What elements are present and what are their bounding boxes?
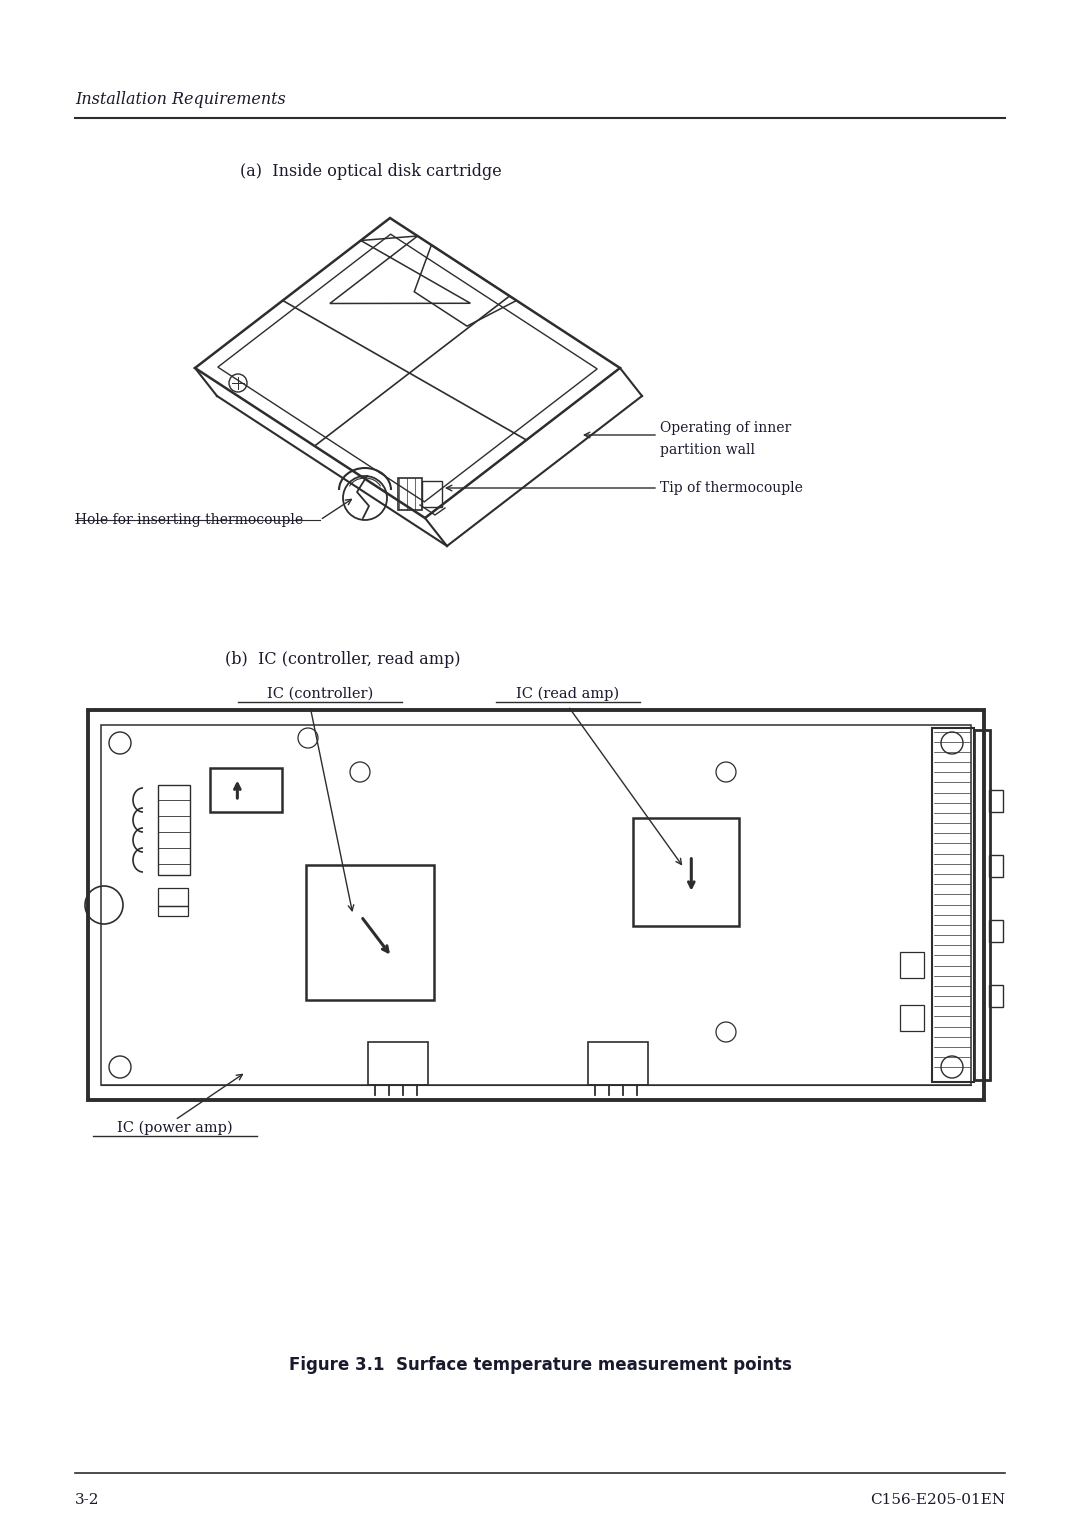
Bar — [989, 986, 1003, 1007]
Text: Tip of thermocouple: Tip of thermocouple — [660, 481, 802, 495]
Bar — [422, 481, 442, 507]
Bar — [210, 769, 282, 811]
Bar — [989, 790, 1003, 811]
Bar — [900, 952, 924, 978]
Text: IC (read amp): IC (read amp) — [516, 686, 620, 701]
Text: Figure 3.1  Surface temperature measurement points: Figure 3.1 Surface temperature measureme… — [288, 1355, 792, 1374]
Bar — [588, 1042, 648, 1085]
Bar — [900, 1005, 924, 1031]
Bar — [158, 888, 188, 906]
Bar — [633, 817, 739, 926]
Text: Installation Requirements: Installation Requirements — [75, 92, 286, 108]
Text: (b)  IC (controller, read amp): (b) IC (controller, read amp) — [225, 651, 460, 669]
Text: (a)  Inside optical disk cartridge: (a) Inside optical disk cartridge — [240, 163, 502, 180]
Text: C156-E205-01EN: C156-E205-01EN — [869, 1493, 1005, 1507]
Bar — [932, 727, 974, 1082]
Bar — [102, 724, 971, 1085]
Text: IC (power amp): IC (power amp) — [118, 1122, 233, 1135]
Text: partition wall: partition wall — [660, 443, 755, 457]
Bar — [989, 856, 1003, 877]
Bar — [158, 785, 190, 876]
Text: Operating of inner: Operating of inner — [660, 422, 792, 435]
Bar — [368, 1042, 428, 1085]
Bar — [158, 906, 188, 915]
Text: IC (controller): IC (controller) — [267, 688, 373, 701]
Bar — [989, 920, 1003, 941]
Text: 3-2: 3-2 — [75, 1493, 99, 1507]
Bar — [399, 478, 422, 510]
Text: Hole for inserting thermocouple: Hole for inserting thermocouple — [75, 513, 303, 527]
Bar — [87, 711, 984, 1100]
Bar — [306, 865, 434, 999]
Bar — [974, 730, 990, 1080]
